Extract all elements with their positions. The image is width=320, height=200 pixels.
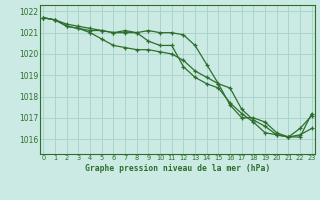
X-axis label: Graphe pression niveau de la mer (hPa): Graphe pression niveau de la mer (hPa) [85,164,270,173]
